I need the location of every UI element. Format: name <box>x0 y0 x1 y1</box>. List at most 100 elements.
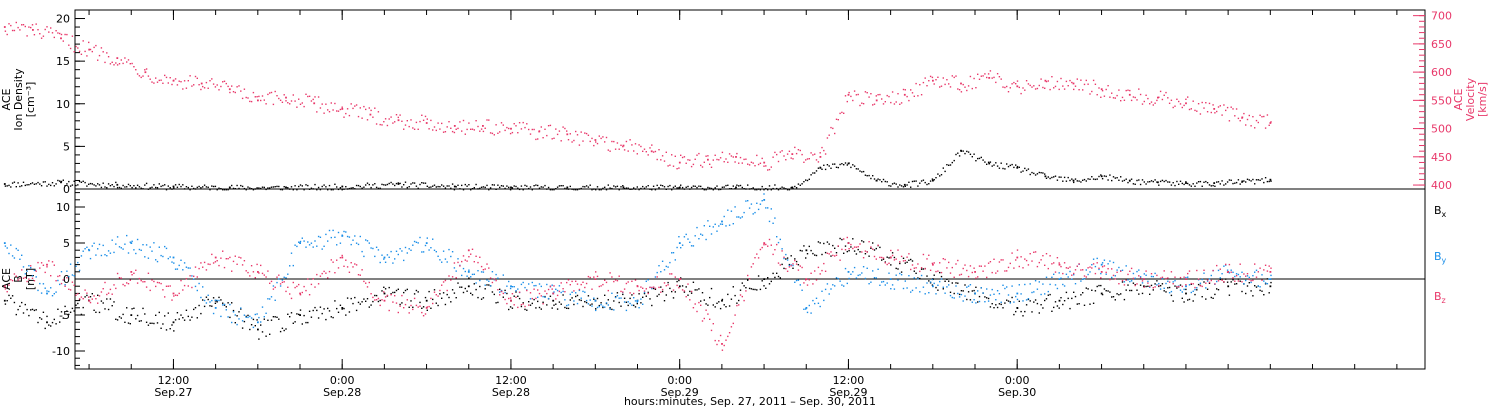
b-bz-dot <box>884 262 886 264</box>
b-by-dot <box>1165 282 1167 285</box>
b-by-dot <box>442 250 445 252</box>
velocity-dot <box>614 148 617 150</box>
density-dot <box>1197 181 1200 183</box>
velocity-dot <box>553 137 555 139</box>
velocity-dot <box>786 153 789 155</box>
density-dot <box>1074 178 1077 180</box>
velocity-point <box>510 127 512 130</box>
b-by-dot <box>937 284 939 286</box>
b-bz-dot <box>202 266 204 268</box>
b-bz-dot <box>962 267 964 270</box>
velocity-dot <box>1123 99 1126 101</box>
density-dot <box>10 186 12 188</box>
density-dot <box>795 187 798 189</box>
b-bz-dot <box>915 267 917 269</box>
b-bz-dot <box>37 261 39 264</box>
velocity-dot <box>203 87 206 89</box>
velocity-dot <box>618 148 620 150</box>
b-by-dot <box>346 235 349 238</box>
b-by-dot <box>1033 291 1035 293</box>
b-by-dot <box>261 306 264 308</box>
b-by-series <box>3 193 1272 329</box>
density-dot <box>513 185 515 187</box>
b-bz-point <box>1269 271 1272 273</box>
b-bx-dot <box>446 293 448 296</box>
b-bx-dot <box>511 307 514 309</box>
density-dot <box>1096 178 1098 180</box>
b-bz-dot <box>292 281 294 284</box>
b-bx-dot <box>399 303 401 306</box>
velocity-dot <box>330 102 332 104</box>
velocity-dot <box>890 101 892 104</box>
b-by-dot <box>135 252 137 255</box>
b-by-dot <box>82 250 84 252</box>
b-bx-dot <box>651 304 653 307</box>
b-bx-dot <box>1109 291 1111 293</box>
b-by-dot <box>591 305 593 307</box>
b-by-dot <box>533 285 535 287</box>
b-bx-dot <box>138 320 141 322</box>
b-bz-dot <box>553 285 555 287</box>
velocity-dot <box>567 139 570 141</box>
density-dot <box>374 183 376 185</box>
b-by-point <box>721 220 723 223</box>
b-by-dot <box>1130 280 1133 282</box>
b-bz-dot <box>924 268 926 270</box>
b-bx-dot <box>1226 281 1229 283</box>
density-dot <box>200 187 202 189</box>
b-bx-dot <box>685 286 687 288</box>
density-dot <box>832 163 834 165</box>
velocity-dot <box>529 133 532 135</box>
velocity-dot <box>383 121 385 123</box>
b-bx-dot <box>852 238 854 240</box>
b-bz-dot <box>227 258 229 260</box>
b-bx-dot <box>388 286 390 289</box>
b-bz-dot <box>767 245 769 247</box>
velocity-dot <box>850 95 852 98</box>
b-bx-dot <box>830 255 832 257</box>
density-dot <box>922 179 925 181</box>
b-bx-dot <box>672 297 675 299</box>
b-bz-dot <box>294 286 296 289</box>
b-by-dot <box>857 274 859 277</box>
b-by-dot <box>1027 298 1030 300</box>
b-bx-dot <box>1168 286 1171 289</box>
density-dot <box>323 184 325 186</box>
velocity-dot <box>984 73 986 75</box>
b-bz-dot <box>1234 280 1236 282</box>
density-dot <box>1063 176 1066 179</box>
b-bx-dot <box>207 298 209 301</box>
b-bz-dot <box>904 259 906 262</box>
b-by-dot <box>852 271 854 273</box>
density-dot <box>403 184 405 186</box>
b-bx-dot <box>585 301 588 304</box>
b-bx-dot <box>281 327 284 329</box>
b-by-dot <box>84 248 86 250</box>
velocity-dot <box>768 168 771 171</box>
velocity-dot <box>328 111 331 113</box>
b-by-dot <box>786 259 789 261</box>
x-tick-time-label: 12:00 <box>495 374 527 387</box>
velocity-dot <box>508 127 510 130</box>
b-bz-dot <box>42 264 45 266</box>
b-bz-dot <box>808 279 810 281</box>
b-bz-dot <box>658 286 660 289</box>
b-bx-dot <box>151 322 153 324</box>
density-tick-label: 5 <box>63 140 70 153</box>
b-by-dot <box>1082 278 1084 280</box>
b-bz-dot <box>1078 263 1080 265</box>
b-by-dot <box>317 235 320 238</box>
x-tick-day-label: Sep.27 <box>154 386 192 399</box>
velocity-dot <box>790 157 792 159</box>
density-point <box>1072 179 1075 182</box>
b-bz-dot <box>913 267 915 269</box>
density-dot <box>366 182 369 184</box>
b-by-dot <box>986 288 988 290</box>
velocity-dot <box>361 117 363 119</box>
b-bz-dot <box>861 251 863 253</box>
b-by-dot <box>269 298 271 300</box>
density-dot <box>558 185 561 187</box>
density-dot <box>88 183 90 185</box>
b-bx-dot <box>1259 289 1261 292</box>
b-bz-dot <box>738 304 740 306</box>
